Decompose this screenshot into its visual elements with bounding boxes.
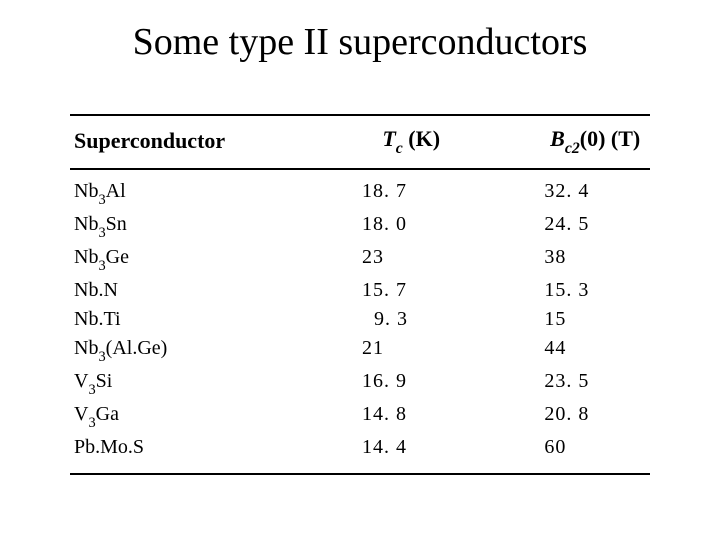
table-row: Nb.Ti 9. 315 [70,305,650,334]
cell-bc2: 44 [464,334,650,367]
page-title: Some type II superconductors [50,20,670,64]
superconductor-table: Superconductor Tc (K) Bc2(0) (T) Nb3Al18… [70,114,650,475]
table-row: V3Si16. 923. 5 [70,367,650,400]
bc2-unit: (T) [611,126,640,151]
cell-tc: 9. 3 [302,305,464,334]
cell-bc2: 15. 3 [464,276,650,305]
table-row: V3Ga14. 820. 8 [70,400,650,433]
cell-tc: 21 [302,334,464,367]
cell-superconductor: V3Si [70,367,302,400]
cell-bc2: 20. 8 [464,400,650,433]
table-row: Pb.Mo.S14. 460 [70,433,650,474]
cell-superconductor: Nb3Al [70,169,302,210]
table-body: Nb3Al18. 732. 4Nb3Sn18. 024. 5Nb3Ge2338N… [70,169,650,474]
cell-bc2: 15 [464,305,650,334]
bc2-arg: (0) [580,126,606,151]
cell-tc: 18. 0 [302,210,464,243]
cell-superconductor: Nb3Sn [70,210,302,243]
table-row: Nb3Al18. 732. 4 [70,169,650,210]
header-tc: Tc (K) [302,115,464,169]
cell-bc2: 38 [464,243,650,276]
bc2-var: B [550,126,565,151]
header-superconductor: Superconductor [70,115,302,169]
table-header-row: Superconductor Tc (K) Bc2(0) (T) [70,115,650,169]
table-row: Nb3(Al.Ge)2144 [70,334,650,367]
cell-bc2: 23. 5 [464,367,650,400]
cell-superconductor: Nb3Ge [70,243,302,276]
cell-tc: 18. 7 [302,169,464,210]
cell-superconductor: Nb.Ti [70,305,302,334]
cell-tc: 15. 7 [302,276,464,305]
cell-superconductor: Nb3(Al.Ge) [70,334,302,367]
cell-tc: 16. 9 [302,367,464,400]
cell-tc: 23 [302,243,464,276]
cell-bc2: 60 [464,433,650,474]
cell-superconductor: Pb.Mo.S [70,433,302,474]
table-row: Nb3Sn18. 024. 5 [70,210,650,243]
cell-tc: 14. 4 [302,433,464,474]
tc-sub: c [396,140,403,157]
table-row: Nb3Ge2338 [70,243,650,276]
cell-tc: 14. 8 [302,400,464,433]
tc-var: T [382,126,395,151]
cell-superconductor: V3Ga [70,400,302,433]
table-row: Nb.N15. 715. 3 [70,276,650,305]
header-bc2: Bc2(0) (T) [464,115,650,169]
tc-unit: (K) [408,126,440,151]
bc2-sub: c2 [565,140,580,157]
cell-bc2: 24. 5 [464,210,650,243]
table-container: Superconductor Tc (K) Bc2(0) (T) Nb3Al18… [50,114,670,475]
cell-superconductor: Nb.N [70,276,302,305]
cell-bc2: 32. 4 [464,169,650,210]
